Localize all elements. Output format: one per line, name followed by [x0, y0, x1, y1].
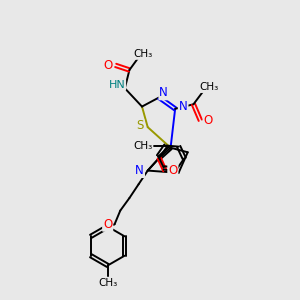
- Text: S: S: [136, 119, 143, 133]
- Text: O: O: [168, 164, 178, 177]
- Text: O: O: [103, 59, 112, 72]
- Text: O: O: [204, 114, 213, 127]
- Text: CH₃: CH₃: [98, 278, 117, 288]
- Text: N: N: [159, 86, 168, 99]
- Text: O: O: [103, 218, 112, 231]
- Text: CH₃: CH₃: [133, 140, 152, 151]
- Text: N: N: [135, 164, 144, 177]
- Text: CH₃: CH₃: [134, 49, 153, 59]
- Text: CH₃: CH₃: [200, 82, 219, 92]
- Text: HN: HN: [109, 80, 125, 90]
- Text: N: N: [179, 100, 188, 113]
